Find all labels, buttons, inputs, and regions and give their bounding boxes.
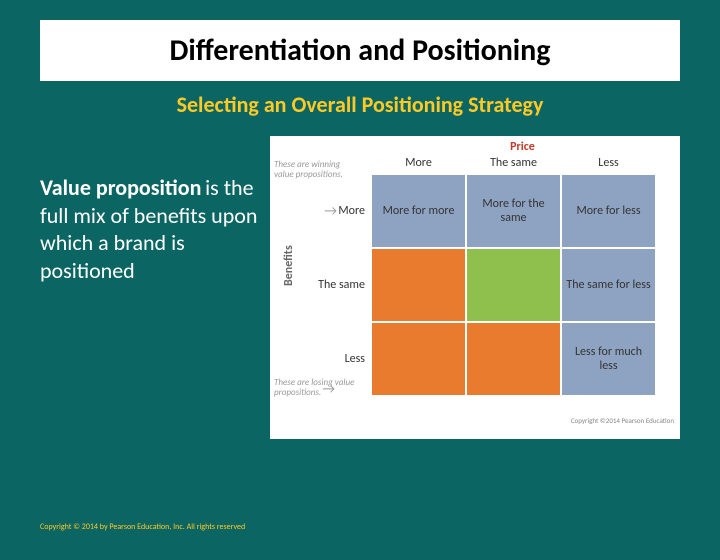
matrix-row: These are winning value propositions. → … bbox=[276, 174, 674, 248]
matrix-row: Less These are losing value propositions… bbox=[276, 322, 674, 396]
slide-copyright: Copyright © 2014 by Pearson Education, I… bbox=[40, 522, 245, 532]
definition-text: Value proposition is the full mix of ben… bbox=[30, 136, 270, 439]
cell-more-less: More for less bbox=[561, 174, 656, 248]
col-header: The same bbox=[466, 154, 561, 174]
cell-same-more bbox=[371, 248, 466, 322]
matrix-row: The same The same for less bbox=[276, 248, 674, 322]
slide-title: Differentiation and Positioning bbox=[40, 32, 680, 69]
content-area: Value proposition is the full mix of ben… bbox=[0, 136, 720, 439]
row-header: Less bbox=[345, 352, 365, 366]
cell-less-more bbox=[371, 322, 466, 396]
slide-subtitle: Selecting an Overall Positioning Strateg… bbox=[0, 91, 720, 118]
row-header: The same bbox=[318, 278, 365, 292]
title-bar: Differentiation and Positioning bbox=[40, 20, 680, 81]
col-header: More bbox=[371, 154, 466, 174]
matrix-copyright: Copyright ©2014 Pearson Education bbox=[276, 416, 674, 425]
definition-term: Value proposition bbox=[40, 174, 201, 201]
cell-same-less: The same for less bbox=[561, 248, 656, 322]
x-axis-title: Price bbox=[371, 140, 674, 154]
arrow-icon: → bbox=[324, 202, 337, 219]
cell-more-more: More for more bbox=[371, 174, 466, 248]
cell-same-same bbox=[466, 248, 561, 322]
cell-less-less: Less for much less bbox=[561, 322, 656, 396]
column-headers: More The same Less bbox=[371, 154, 674, 174]
annotation-winning: These are winning value propositions. bbox=[274, 160, 359, 180]
arrow-icon: → bbox=[322, 380, 335, 397]
cell-less-same bbox=[466, 322, 561, 396]
value-matrix: Price Benefits More The same Less These … bbox=[270, 136, 680, 439]
cell-more-same: More for the same bbox=[466, 174, 561, 248]
row-header: More bbox=[338, 204, 365, 218]
col-header: Less bbox=[561, 154, 656, 174]
annotation-losing: These are losing value propositions. bbox=[274, 378, 359, 398]
